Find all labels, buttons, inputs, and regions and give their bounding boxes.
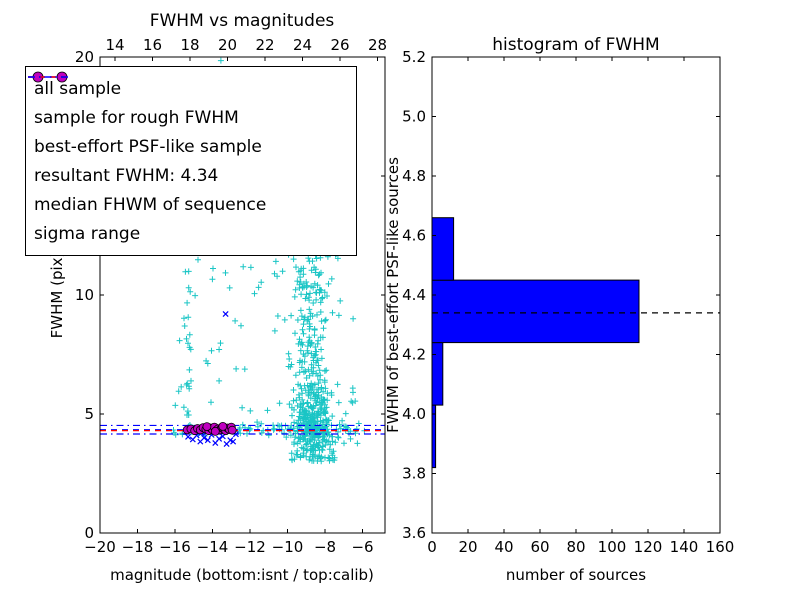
right-xtick-label: 160 (706, 538, 735, 556)
right-plot-title: histogram of FWHM (492, 35, 659, 55)
left-top-xtick-label: 14 (105, 36, 124, 54)
histogram-bar (431, 342, 444, 406)
left-top-xtick-label: 20 (218, 36, 237, 54)
series-psf-like (182, 421, 237, 436)
right-xtick-label: 100 (598, 538, 627, 556)
legend-item-label: resultant FWHM: 4.34 (34, 165, 219, 186)
right-ytick-label: 3.6 (402, 524, 426, 542)
right-xtick-label: 140 (670, 538, 699, 556)
left-plot-xlabel: magnitude (bottom:isnt / top:calib) (110, 566, 374, 584)
histogram-bars (431, 217, 640, 469)
legend-item-1: sample for rough FWHM (34, 73, 346, 132)
legend-item-label: sigma range (34, 223, 141, 244)
right-plot-ylabel: FWHM of best-effort PSF-like sources (384, 157, 402, 433)
left-plot-data (100, 57, 385, 465)
right-ytick-label: 4.4 (402, 286, 426, 304)
right-plot-ticks: 0 20 40 60 80 100 120 140 160 3.6 3.8 4.0 4.2 4.4 4.6 4… (402, 48, 734, 556)
right-ytick-label: 5.0 (402, 108, 426, 126)
dashdot-line-marker-icon (28, 76, 72, 78)
right-ytick-label: 5.2 (402, 48, 426, 66)
left-ytick-label: 20 (75, 48, 94, 66)
right-ytick-label: 3.8 (402, 465, 426, 483)
legend-item-label: best-effort PSF-like sample (34, 136, 262, 157)
right-ytick-label: 4.8 (402, 167, 426, 185)
legend-item-2: best-effort PSF-like sample (32, 71, 346, 161)
left-top-xtick-label: 22 (255, 36, 274, 54)
left-xtick-label: −16 (159, 538, 191, 556)
left-xtick-label: −20 (84, 538, 116, 556)
left-xtick-label: −12 (234, 538, 266, 556)
left-top-xtick-label: 24 (293, 36, 312, 54)
right-xtick-label: 60 (530, 538, 549, 556)
left-top-xtick-label: 28 (368, 36, 387, 54)
left-plot-ylabel: FWHM (pix) (48, 252, 66, 339)
right-ytick-label: 4.2 (402, 346, 426, 364)
legend-item-3: resultant FWHM: 4.34 (28, 76, 346, 190)
legend-item-4: median FHWM of sequence (28, 76, 346, 219)
legend-item-5: sigma range (28, 76, 346, 248)
right-xtick-label: 20 (458, 538, 477, 556)
histogram-bar (431, 279, 640, 344)
legend-item-0: all sample (34, 73, 346, 103)
left-xtick-label: −6 (351, 538, 373, 556)
right-xtick-label: 80 (566, 538, 585, 556)
legend-item-label: all sample (34, 78, 122, 99)
legend-item-label: median FHWM of sequence (34, 194, 267, 215)
right-xtick-label: 0 (427, 538, 437, 556)
right-ytick-label: 4.0 (402, 405, 426, 423)
left-top-xtick-label: 18 (180, 36, 199, 54)
left-xtick-label: −14 (197, 538, 229, 556)
legend-item-label: sample for rough FWHM (34, 107, 239, 128)
histogram-bar (431, 217, 455, 281)
right-xtick-label: 40 (494, 538, 513, 556)
legend: all sample sample for rough FWHM best-effo… (25, 66, 357, 256)
left-ytick-label: 10 (75, 286, 94, 304)
left-ytick-label: 0 (84, 524, 94, 542)
right-xtick-label: 120 (634, 538, 663, 556)
left-xtick-label: −10 (272, 538, 304, 556)
left-ytick-label: 5 (84, 405, 94, 423)
left-xtick-label: −8 (314, 538, 336, 556)
right-plot-xlabel: number of sources (506, 566, 646, 584)
left-plot-title: FWHM vs magnitudes (150, 11, 335, 31)
right-plot: 0 20 40 60 80 100 120 140 160 3.6 3.8 4.0 4.2 4.4 4.6 4… (384, 35, 734, 584)
left-top-xtick-label: 16 (143, 36, 162, 54)
right-ytick-label: 4.6 (402, 227, 426, 245)
left-top-xtick-label: 26 (330, 36, 349, 54)
left-xtick-label: −18 (122, 538, 154, 556)
